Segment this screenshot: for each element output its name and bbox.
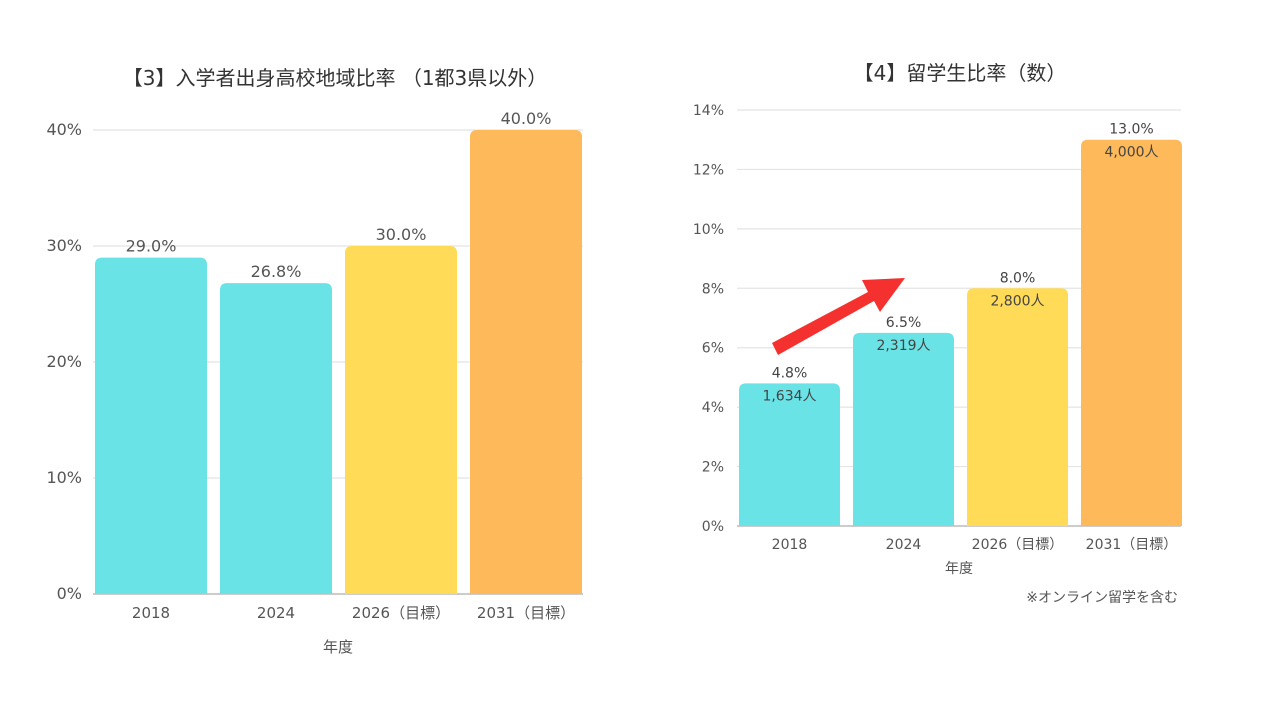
bar	[95, 257, 207, 594]
bar	[1081, 139, 1182, 526]
x-tick-label: 2024	[257, 604, 295, 622]
x-tick-label: 2026（目標）	[352, 604, 450, 622]
bar	[853, 332, 954, 526]
chart-title: 【3】入学者出身高校地域比率 （1都3県以外）	[123, 66, 548, 90]
x-axis-title: 年度	[945, 561, 973, 577]
y-tick-label: 2%	[702, 460, 724, 476]
y-tick-label: 8%	[702, 281, 724, 297]
value-label: 26.8%	[251, 262, 302, 281]
x-tick-label: 2024	[886, 537, 922, 553]
value-label: 4.8%	[772, 365, 808, 381]
y-tick-label: 0%	[702, 519, 724, 535]
bar	[967, 288, 1068, 526]
value-label: 30.0%	[376, 225, 427, 244]
trend-arrow-icon	[772, 278, 905, 355]
x-tick-label: 2031（目標）	[1086, 537, 1178, 553]
y-tick-label: 4%	[702, 400, 724, 416]
count-label: 2,319人	[876, 338, 930, 354]
y-tick-label: 10%	[46, 468, 82, 487]
count-label: 4,000人	[1104, 145, 1158, 161]
y-tick-label: 0%	[57, 584, 82, 603]
y-tick-label: 6%	[702, 341, 724, 357]
x-axis-title: 年度	[323, 638, 353, 656]
y-tick-label: 12%	[693, 162, 724, 178]
chart-title: 【4】留学生比率（数）	[854, 61, 1067, 85]
x-tick-label: 2018	[132, 604, 170, 622]
value-label: 8.0%	[1000, 270, 1036, 286]
y-tick-label: 40%	[46, 120, 82, 139]
count-label: 2,800人	[990, 293, 1044, 309]
x-tick-label: 2031（目標）	[477, 604, 575, 622]
bar	[220, 283, 332, 594]
value-label: 6.5%	[886, 315, 922, 331]
footnote: ※オンライン留学を含む	[1026, 590, 1178, 606]
y-tick-label: 10%	[693, 222, 724, 238]
x-tick-label: 2018	[772, 537, 808, 553]
value-label: 40.0%	[501, 109, 552, 128]
y-tick-label: 30%	[46, 236, 82, 255]
count-label: 1,634人	[762, 388, 816, 404]
y-tick-label: 20%	[46, 352, 82, 371]
x-tick-label: 2026（目標）	[972, 537, 1064, 553]
bar	[739, 383, 840, 526]
bar	[470, 130, 582, 594]
value-label: 13.0%	[1109, 122, 1153, 138]
y-tick-label: 14%	[693, 103, 724, 119]
bar	[345, 246, 457, 594]
value-label: 29.0%	[126, 237, 177, 256]
